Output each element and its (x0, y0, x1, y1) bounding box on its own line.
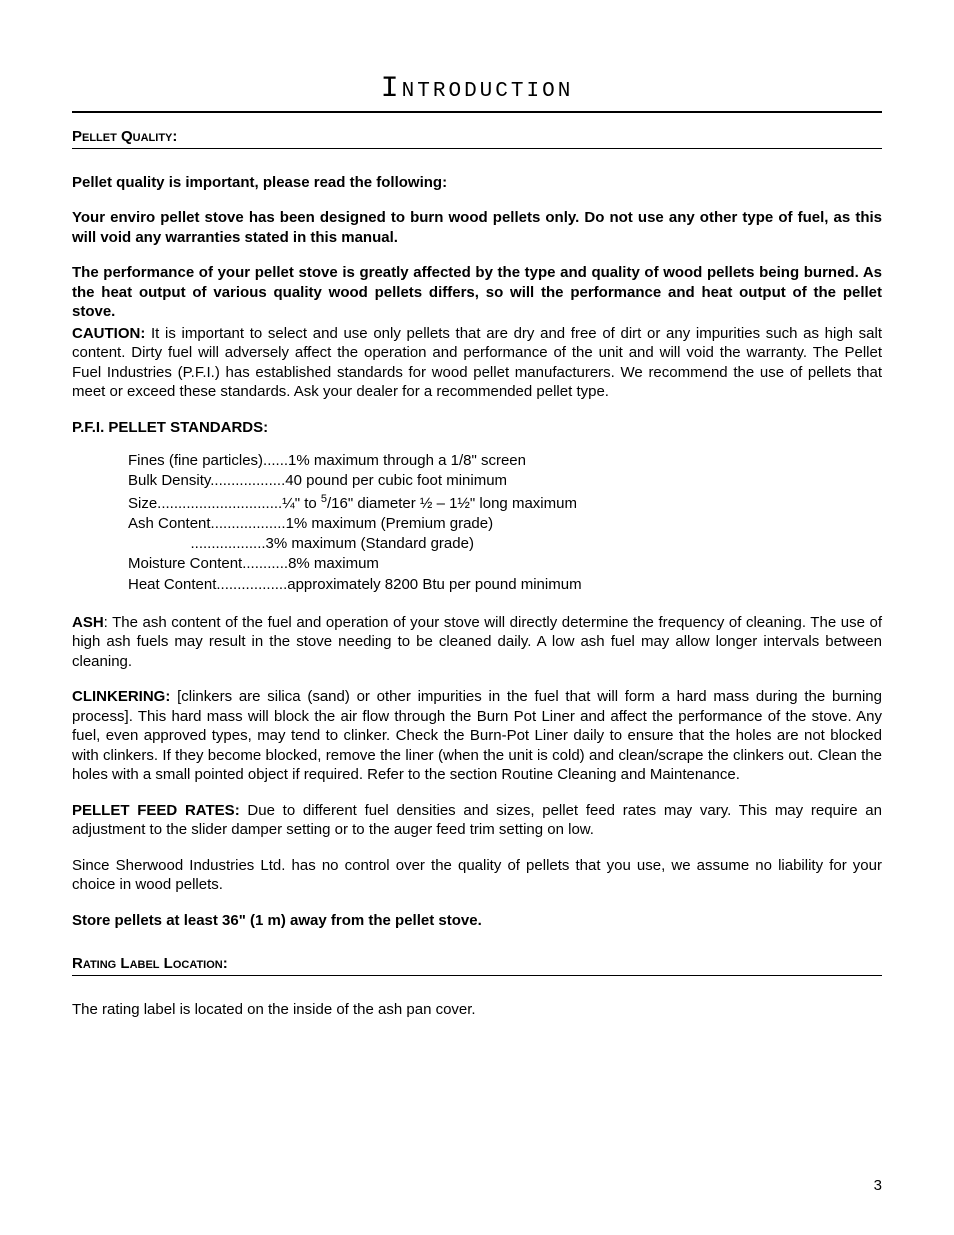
feed-rates-paragraph: PELLET FEED RATES: Due to different fuel… (72, 801, 882, 840)
std-ash-standard: ..................3% maximum (Standard g… (128, 534, 882, 554)
clinkering-body: [clinkers are silica (sand) or other imp… (72, 688, 882, 783)
std-bulk-density: Bulk Density..................40 pound p… (128, 471, 882, 491)
section-heading-pellet-quality: Pellet Quality: (72, 127, 882, 149)
rating-body: The rating label is located on the insid… (72, 1000, 882, 1020)
section-heading-rating-label: Rating Label Location: (72, 954, 882, 976)
standards-list: Fines (fine particles)......1% maximum t… (128, 451, 882, 595)
storage-note: Store pellets at least 36" (1 m) away fr… (72, 911, 882, 931)
std-size: Size..............................¼" to … (128, 492, 882, 514)
page-number: 3 (874, 1176, 882, 1196)
std-ash-premium: Ash Content..................1% maximum … (128, 514, 882, 534)
ash-body: : The ash content of the fuel and operat… (72, 614, 882, 670)
clinkering-label: CLINKERING: (72, 688, 170, 705)
clinkering-paragraph: CLINKERING: [clinkers are silica (sand) … (72, 687, 882, 785)
std-heat: Heat Content.................approximate… (128, 575, 882, 595)
caution-body: It is important to select and use only p… (72, 325, 882, 401)
caution-paragraph: CAUTION: It is important to select and u… (72, 324, 882, 402)
standards-heading: P.F.I. PELLET STANDARDS: (72, 418, 882, 438)
std-moisture: Moisture Content...........8% maximum (128, 554, 882, 574)
liability-paragraph: Since Sherwood Industries Ltd. has no co… (72, 856, 882, 895)
ash-label: ASH (72, 614, 104, 631)
performance-note: The performance of your pellet stove is … (72, 263, 882, 322)
warning-fuel-type: Your enviro pellet stove has been design… (72, 208, 882, 247)
caution-label: CAUTION: (72, 325, 145, 342)
std-fines: Fines (fine particles)......1% maximum t… (128, 451, 882, 471)
page: Introduction Pellet Quality: Pellet qual… (0, 0, 954, 1235)
page-title: Introduction (72, 70, 882, 113)
ash-paragraph: ASH: The ash content of the fuel and ope… (72, 613, 882, 672)
feed-label: PELLET FEED RATES: (72, 802, 240, 819)
intro-line: Pellet quality is important, please read… (72, 173, 882, 193)
